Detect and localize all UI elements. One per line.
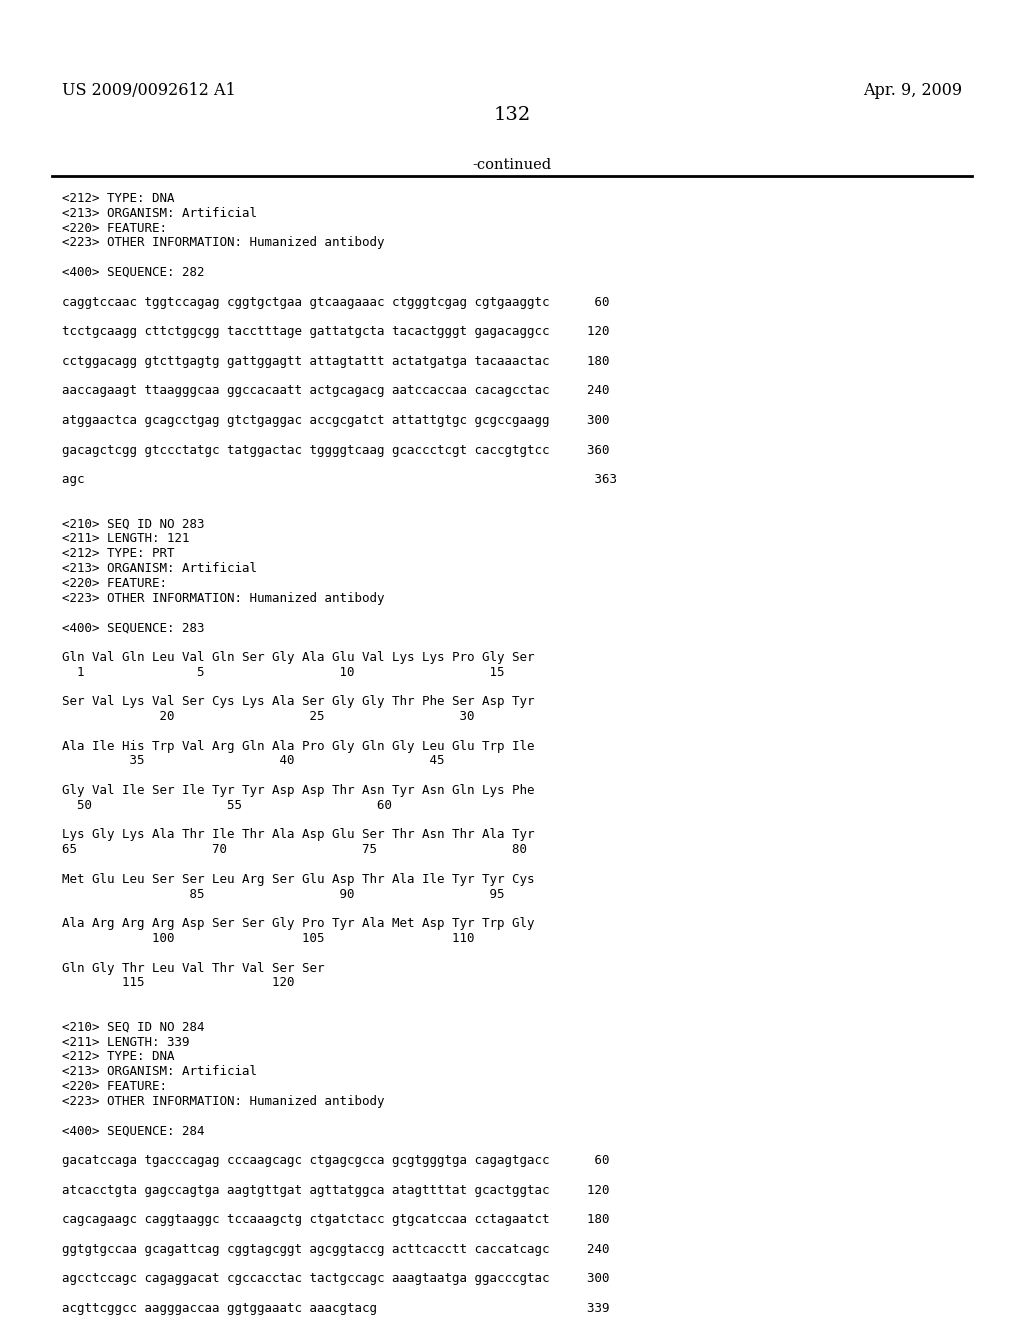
Text: atcacctgta gagccagtga aagtgttgat agttatggca atagttttat gcactggtac     120: atcacctgta gagccagtga aagtgttgat agttatg… bbox=[62, 1184, 609, 1197]
Text: 1               5                  10                  15: 1 5 10 15 bbox=[62, 665, 505, 678]
Text: 65                  70                  75                  80: 65 70 75 80 bbox=[62, 843, 527, 857]
Text: <400> SEQUENCE: 284: <400> SEQUENCE: 284 bbox=[62, 1125, 205, 1138]
Text: <212> TYPE: DNA: <212> TYPE: DNA bbox=[62, 191, 174, 205]
Text: acgttcggcc aagggaccaa ggtggaaatc aaacgtacg                            339: acgttcggcc aagggaccaa ggtggaaatc aaacgta… bbox=[62, 1302, 609, 1315]
Text: agc                                                                    363: agc 363 bbox=[62, 473, 617, 486]
Text: ggtgtgccaa gcagattcag cggtagcggt agcggtaccg acttcacctt caccatcagc     240: ggtgtgccaa gcagattcag cggtagcggt agcggta… bbox=[62, 1243, 609, 1255]
Text: cagcagaagc caggtaaggc tccaaagctg ctgatctacc gtgcatccaa cctagaatct     180: cagcagaagc caggtaaggc tccaaagctg ctgatct… bbox=[62, 1213, 609, 1226]
Text: Met Glu Leu Ser Ser Leu Arg Ser Glu Asp Thr Ala Ile Tyr Tyr Cys: Met Glu Leu Ser Ser Leu Arg Ser Glu Asp … bbox=[62, 873, 535, 886]
Text: Gly Val Ile Ser Ile Tyr Tyr Asp Asp Thr Asn Tyr Asn Gln Lys Phe: Gly Val Ile Ser Ile Tyr Tyr Asp Asp Thr … bbox=[62, 784, 535, 797]
Text: Apr. 9, 2009: Apr. 9, 2009 bbox=[863, 82, 962, 99]
Text: <213> ORGANISM: Artificial: <213> ORGANISM: Artificial bbox=[62, 1065, 257, 1078]
Text: 100                 105                 110: 100 105 110 bbox=[62, 932, 474, 945]
Text: <223> OTHER INFORMATION: Humanized antibody: <223> OTHER INFORMATION: Humanized antib… bbox=[62, 1094, 384, 1107]
Text: -continued: -continued bbox=[472, 158, 552, 172]
Text: Gln Val Gln Leu Val Gln Ser Gly Ala Glu Val Lys Lys Pro Gly Ser: Gln Val Gln Leu Val Gln Ser Gly Ala Glu … bbox=[62, 651, 535, 664]
Text: <211> LENGTH: 121: <211> LENGTH: 121 bbox=[62, 532, 189, 545]
Text: US 2009/0092612 A1: US 2009/0092612 A1 bbox=[62, 82, 236, 99]
Text: 132: 132 bbox=[494, 106, 530, 124]
Text: <220> FEATURE:: <220> FEATURE: bbox=[62, 222, 167, 235]
Text: tcctgcaagg cttctggcgg tacctttage gattatgcta tacactgggt gagacaggcc     120: tcctgcaagg cttctggcgg tacctttage gattatg… bbox=[62, 325, 609, 338]
Text: <220> FEATURE:: <220> FEATURE: bbox=[62, 577, 167, 590]
Text: Lys Gly Lys Ala Thr Ile Thr Ala Asp Glu Ser Thr Asn Thr Ala Tyr: Lys Gly Lys Ala Thr Ile Thr Ala Asp Glu … bbox=[62, 829, 535, 841]
Text: <210> SEQ ID NO 284: <210> SEQ ID NO 284 bbox=[62, 1020, 205, 1034]
Text: 115                 120: 115 120 bbox=[62, 977, 295, 990]
Text: Ser Val Lys Val Ser Cys Lys Ala Ser Gly Gly Thr Phe Ser Asp Tyr: Ser Val Lys Val Ser Cys Lys Ala Ser Gly … bbox=[62, 696, 535, 709]
Text: agcctccagc cagaggacat cgccacctac tactgccagc aaagtaatga ggacccgtac     300: agcctccagc cagaggacat cgccacctac tactgcc… bbox=[62, 1272, 609, 1286]
Text: 35                  40                  45: 35 40 45 bbox=[62, 755, 444, 767]
Text: Gln Gly Thr Leu Val Thr Val Ser Ser: Gln Gly Thr Leu Val Thr Val Ser Ser bbox=[62, 961, 325, 974]
Text: <212> TYPE: DNA: <212> TYPE: DNA bbox=[62, 1051, 174, 1064]
Text: cctggacagg gtcttgagtg gattggagtt attagtattt actatgatga tacaaactac     180: cctggacagg gtcttgagtg gattggagtt attagta… bbox=[62, 355, 609, 368]
Text: aaccagaagt ttaagggcaa ggccacaatt actgcagacg aatccaccaa cacagcctac     240: aaccagaagt ttaagggcaa ggccacaatt actgcag… bbox=[62, 384, 609, 397]
Text: <210> SEQ ID NO 283: <210> SEQ ID NO 283 bbox=[62, 517, 205, 531]
Text: <213> ORGANISM: Artificial: <213> ORGANISM: Artificial bbox=[62, 562, 257, 576]
Text: 20                  25                  30: 20 25 30 bbox=[62, 710, 474, 723]
Text: <223> OTHER INFORMATION: Humanized antibody: <223> OTHER INFORMATION: Humanized antib… bbox=[62, 591, 384, 605]
Text: atggaactca gcagcctgag gtctgaggac accgcgatct attattgtgc gcgccgaagg     300: atggaactca gcagcctgag gtctgaggac accgcga… bbox=[62, 414, 609, 426]
Text: <212> TYPE: PRT: <212> TYPE: PRT bbox=[62, 548, 174, 560]
Text: gacagctcgg gtccctatgc tatggactac tggggtcaag gcaccctcgt caccgtgtcc     360: gacagctcgg gtccctatgc tatggactac tggggtc… bbox=[62, 444, 609, 457]
Text: Ala Arg Arg Arg Asp Ser Ser Gly Pro Tyr Ala Met Asp Tyr Trp Gly: Ala Arg Arg Arg Asp Ser Ser Gly Pro Tyr … bbox=[62, 917, 535, 931]
Text: gacatccaga tgacccagag cccaagcagc ctgagcgcca gcgtgggtga cagagtgacc      60: gacatccaga tgacccagag cccaagcagc ctgagcg… bbox=[62, 1154, 609, 1167]
Text: 50                  55                  60: 50 55 60 bbox=[62, 799, 392, 812]
Text: <400> SEQUENCE: 282: <400> SEQUENCE: 282 bbox=[62, 267, 205, 279]
Text: <211> LENGTH: 339: <211> LENGTH: 339 bbox=[62, 1036, 189, 1048]
Text: <400> SEQUENCE: 283: <400> SEQUENCE: 283 bbox=[62, 622, 205, 634]
Text: <213> ORGANISM: Artificial: <213> ORGANISM: Artificial bbox=[62, 207, 257, 220]
Text: caggtccaac tggtccagag cggtgctgaa gtcaagaaac ctgggtcgag cgtgaaggtc      60: caggtccaac tggtccagag cggtgctgaa gtcaaga… bbox=[62, 296, 609, 309]
Text: <223> OTHER INFORMATION: Humanized antibody: <223> OTHER INFORMATION: Humanized antib… bbox=[62, 236, 384, 249]
Text: Ala Ile His Trp Val Arg Gln Ala Pro Gly Gln Gly Leu Glu Trp Ile: Ala Ile His Trp Val Arg Gln Ala Pro Gly … bbox=[62, 739, 535, 752]
Text: 85                  90                  95: 85 90 95 bbox=[62, 887, 505, 900]
Text: <220> FEATURE:: <220> FEATURE: bbox=[62, 1080, 167, 1093]
